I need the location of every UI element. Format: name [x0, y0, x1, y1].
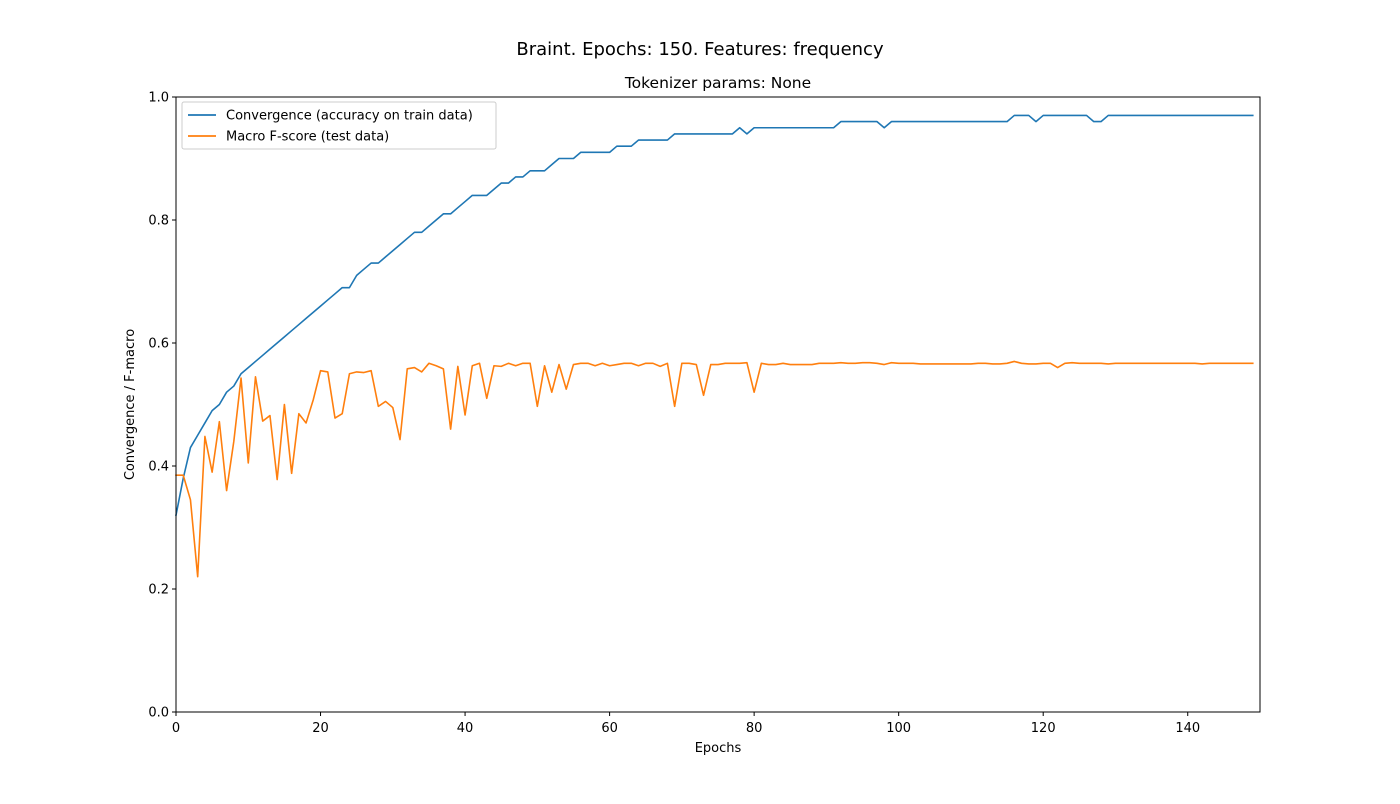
x-axis-label: Epochs: [695, 741, 742, 756]
x-tick-label: 80: [746, 721, 763, 736]
x-tick-label: 40: [457, 721, 474, 736]
y-axis-label: Convergence / F-macro: [123, 329, 138, 480]
x-tick-label: 0: [172, 721, 180, 736]
y-tick-label: 0.4: [148, 460, 169, 475]
plot-area: 0 20 40 60 80 100 120 140 0.0 0.2 0.4 0.6 0.8 1.0 Epoc…: [123, 91, 1261, 756]
x-tick-label: 60: [601, 721, 618, 736]
y-tick-label: 0.0: [148, 706, 169, 721]
y-tick-label: 1.0: [148, 91, 169, 106]
x-tick-label: 120: [1031, 721, 1056, 736]
legend-label-2: Macro F-score (test data): [226, 130, 389, 145]
chart-suptitle: Braint. Epochs: 150. Features: frequency: [516, 39, 884, 60]
x-tick-label: 100: [886, 721, 911, 736]
chart-title: Tokenizer params: None: [624, 74, 811, 92]
series-line-1: [175, 114, 1254, 517]
y-tick-label: 0.2: [148, 583, 169, 598]
y-tick-label: 0.6: [148, 337, 169, 352]
legend-box: [181, 101, 497, 150]
x-tick-label: 20: [312, 721, 329, 736]
axes-frame: [175, 96, 1261, 713]
x-tick-label: 140: [1175, 721, 1200, 736]
y-tick-label: 0.8: [148, 214, 169, 229]
series-line-2: [175, 360, 1254, 578]
legend-label-1: Convergence (accuracy on train data): [226, 109, 473, 124]
